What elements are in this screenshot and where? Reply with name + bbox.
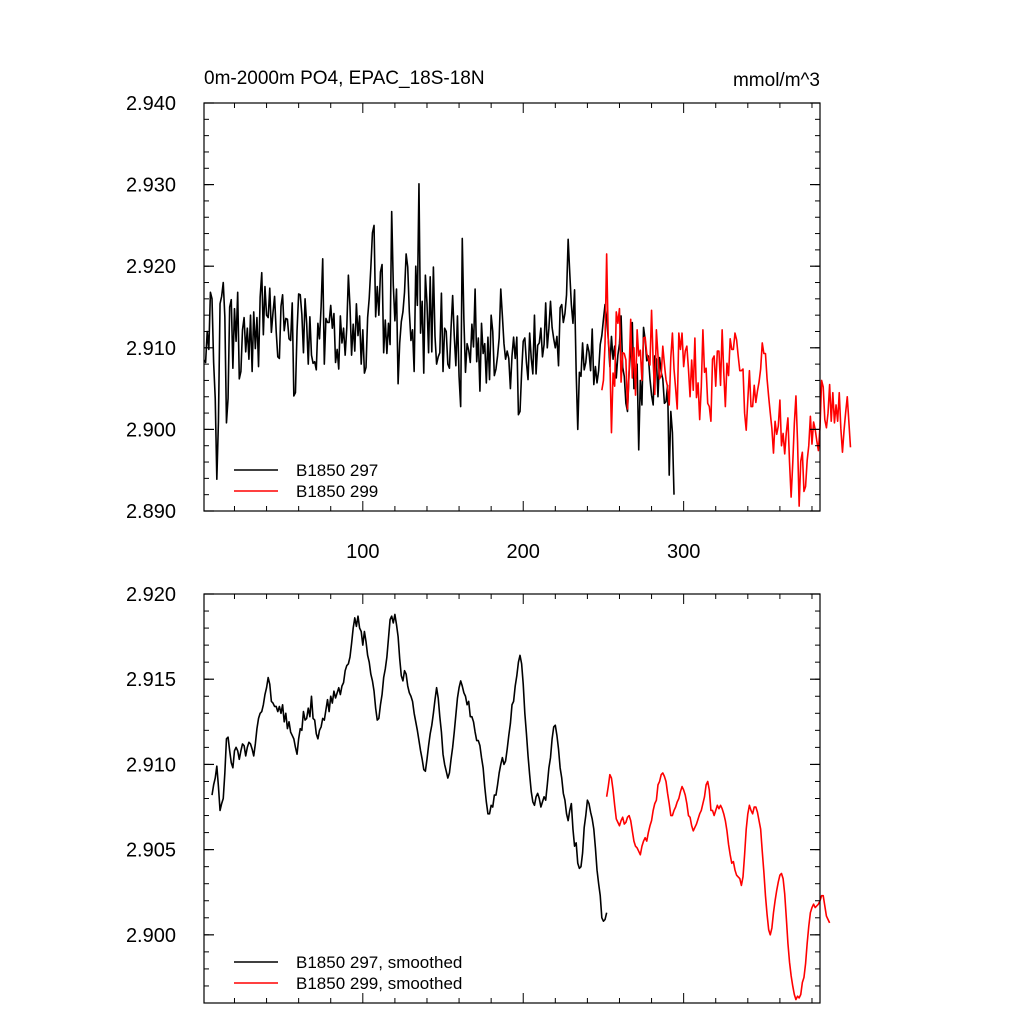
legend-label: B1850 297, smoothed bbox=[296, 953, 462, 972]
top-panel: 2.890 2.900 2.910 2.920 2.930 2.940 100 200 300 B… bbox=[126, 93, 852, 563]
y-tick-label: 2.910 bbox=[126, 338, 176, 360]
y-tick-label: 2.910 bbox=[126, 754, 176, 776]
y-tick-label: 2.905 bbox=[126, 840, 176, 862]
legend-label: B1850 299 bbox=[296, 482, 378, 501]
y-tick-label: 2.930 bbox=[126, 175, 176, 197]
plot-frame bbox=[203, 102, 821, 512]
y-tick-label: 2.940 bbox=[126, 93, 176, 115]
series-line-2 bbox=[605, 772, 831, 1001]
legend-label: B1850 299, smoothed bbox=[296, 974, 462, 993]
series-line-2 bbox=[601, 253, 852, 507]
series-line-1 bbox=[211, 613, 608, 923]
series-line-1 bbox=[203, 182, 675, 495]
x-tick-label: 300 bbox=[667, 541, 700, 563]
legend-label: B1850 297 bbox=[296, 461, 378, 480]
x-tick-label: 100 bbox=[346, 541, 379, 563]
bottom-panel: 2.900 2.905 2.910 2.915 2.920 B1850 297, smoo… bbox=[126, 584, 831, 1004]
plot-frame bbox=[203, 593, 821, 1004]
y-tick-label: 2.900 bbox=[126, 925, 176, 947]
y-tick-label: 2.915 bbox=[126, 669, 176, 691]
x-tick-label: 200 bbox=[507, 541, 540, 563]
y-tick-label: 2.920 bbox=[126, 256, 176, 278]
chart-units: mmol/m^3 bbox=[733, 70, 820, 91]
chart-title: 0m-2000m PO4, EPAC_18S-18N bbox=[204, 68, 485, 89]
y-tick-label: 2.890 bbox=[126, 501, 176, 523]
y-tick-label: 2.920 bbox=[126, 584, 176, 606]
y-tick-label: 2.900 bbox=[126, 419, 176, 441]
